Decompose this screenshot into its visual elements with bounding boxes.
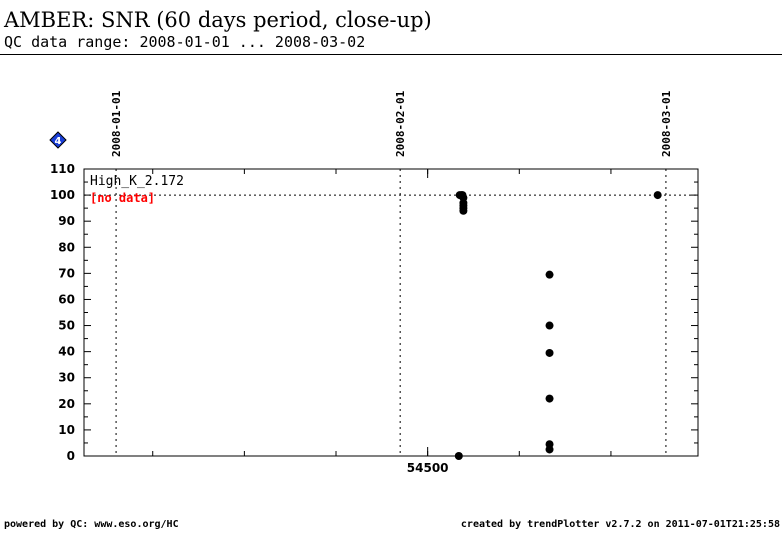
y-tick-label: 0 — [67, 449, 75, 463]
diamond-marker-icon — [49, 131, 67, 149]
data-point — [545, 445, 554, 454]
no-data-label: [no data] — [90, 191, 155, 205]
date-marker-label: 2008-03-01 — [660, 90, 673, 157]
y-tick-label: 10 — [58, 423, 75, 437]
report-header: AMBER: SNR (60 days period, close-up) QC… — [0, 0, 782, 56]
x-tick-label: 54500 — [407, 461, 449, 475]
data-range-subtitle: QC data range: 2008-01-01 ... 2008-03-02 — [4, 33, 366, 51]
date-marker-label: 2008-02-01 — [394, 90, 407, 157]
data-point — [454, 452, 463, 460]
data-point — [459, 206, 468, 215]
y-tick-label: 80 — [58, 240, 75, 254]
y-tick-label: 70 — [58, 266, 75, 280]
date-marker-label: 2008-01-01 — [110, 90, 123, 157]
data-point — [653, 191, 662, 200]
report-title: AMBER: SNR (60 days period, close-up) — [4, 8, 432, 32]
y-tick-label: 100 — [50, 188, 75, 202]
diamond-marker-number: 4 — [55, 136, 62, 147]
data-point — [545, 321, 554, 330]
y-tick-label: 20 — [58, 397, 75, 411]
panel-label: High_K_2.172 — [90, 174, 184, 189]
header-divider — [0, 54, 782, 55]
y-tick-label: 50 — [58, 319, 75, 333]
footer-powered-by: powered by QC: www.eso.org/HC — [4, 519, 179, 530]
y-tick-label: 60 — [58, 292, 75, 306]
data-point — [545, 348, 554, 357]
data-point — [545, 270, 554, 279]
data-point — [545, 394, 554, 403]
plot-frame — [83, 168, 699, 457]
y-tick-label: 40 — [58, 345, 75, 359]
y-tick-label: 90 — [58, 214, 75, 228]
y-tick-label: 30 — [58, 371, 75, 385]
footer-created-by: created by trendPlotter v2.7.2 on 2011-0… — [460, 519, 780, 530]
y-tick-label: 110 — [50, 162, 75, 176]
